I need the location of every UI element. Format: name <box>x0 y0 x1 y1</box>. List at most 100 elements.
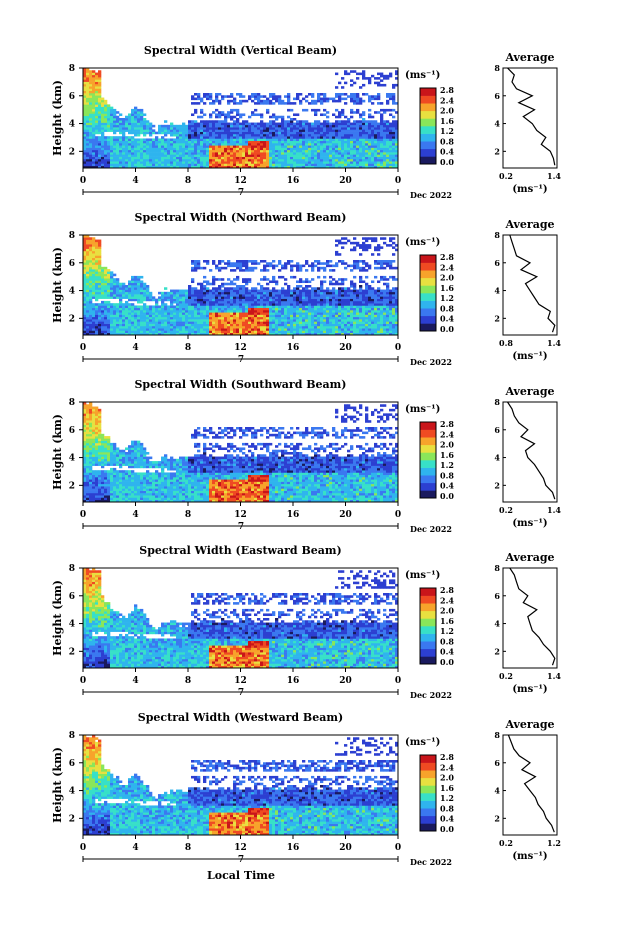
heatmap-cell <box>215 287 219 290</box>
heatmap-cell <box>221 305 225 309</box>
heatmap-cell <box>338 332 342 336</box>
heatmap-cell <box>266 294 270 297</box>
heatmap-cell <box>275 330 279 334</box>
heatmap-cell <box>173 300 177 304</box>
heatmap-cell <box>140 131 144 135</box>
heatmap-cell <box>362 145 366 148</box>
heatmap-cell <box>179 140 183 144</box>
heatmap-cell <box>182 332 186 336</box>
heatmap-cell <box>116 138 120 142</box>
heatmap-cell <box>185 312 189 315</box>
heatmap-cell <box>182 305 186 309</box>
heatmap-cell <box>95 255 99 259</box>
heatmap-cell <box>260 291 264 295</box>
heatmap-cell <box>326 122 330 126</box>
heatmap-cell <box>119 158 123 162</box>
heatmap-cell <box>308 321 312 324</box>
heatmap-cell <box>233 298 237 302</box>
heatmap-cell <box>215 321 219 324</box>
heatmap-cell <box>392 161 396 164</box>
heatmap-cell <box>332 328 336 331</box>
heatmap-cell <box>86 305 90 309</box>
heatmap-cell <box>215 99 219 103</box>
heatmap-cell <box>266 97 270 101</box>
heatmap-cell <box>170 300 174 304</box>
heatmap-cell <box>389 136 393 139</box>
heatmap-cell <box>101 278 105 281</box>
heatmap-cell <box>338 97 342 101</box>
heatmap-cell <box>101 163 105 167</box>
heatmap-cell <box>254 145 258 148</box>
heatmap-cell <box>167 321 171 324</box>
heatmap-cell <box>296 131 300 135</box>
heatmap-cell <box>83 113 87 117</box>
heatmap-cell <box>146 122 150 126</box>
heatmap-cell <box>338 111 342 114</box>
heatmap-cell <box>236 321 240 324</box>
heatmap-cell <box>188 147 192 151</box>
heatmap-cell <box>332 133 336 137</box>
heatmap-cell <box>380 120 384 123</box>
heatmap-cell <box>92 74 96 78</box>
heatmap-cell <box>392 154 396 157</box>
heatmap-cell <box>161 325 165 329</box>
heatmap-cell <box>146 165 150 169</box>
heatmap-cell <box>287 102 291 105</box>
heatmap-cell <box>260 143 264 146</box>
heatmap-cell <box>188 312 192 315</box>
heatmap-cell <box>353 127 357 130</box>
heatmap-cell <box>86 323 90 327</box>
heatmap-cell <box>269 131 273 135</box>
heatmap-cell <box>176 300 180 304</box>
colorbar-swatch <box>420 103 436 112</box>
heatmap-cell <box>266 296 270 299</box>
heatmap-cell <box>341 294 345 297</box>
heatmap-cell <box>344 122 348 126</box>
heatmap-cell <box>215 97 219 101</box>
heatmap-cell <box>344 314 348 318</box>
heatmap-cell <box>242 133 246 137</box>
heatmap-cell <box>269 156 273 160</box>
heatmap-cell <box>212 149 216 153</box>
heatmap-cell <box>83 323 87 327</box>
heatmap-cell <box>275 307 279 311</box>
heatmap-cell <box>83 269 87 272</box>
heatmap-cell <box>284 291 288 295</box>
heatmap-cell <box>386 147 390 151</box>
heatmap-cell <box>272 298 276 302</box>
heatmap-cell <box>221 165 225 169</box>
heatmap-cell <box>353 152 357 155</box>
heatmap-cell <box>293 305 297 309</box>
heatmap-cell <box>182 316 186 320</box>
heatmap-cell <box>314 149 318 153</box>
heatmap-cell <box>290 163 294 167</box>
heatmap-cell <box>101 294 105 297</box>
heatmap-cell <box>92 79 96 82</box>
heatmap-cell <box>92 305 96 309</box>
heatmap-cell <box>233 321 237 324</box>
heatmap-cell <box>86 287 90 290</box>
heatmap-cell <box>89 72 93 76</box>
heatmap-cell <box>86 145 90 148</box>
heatmap-cell <box>314 154 318 157</box>
heatmap-cell <box>230 282 234 286</box>
heatmap-cell <box>227 158 231 162</box>
heatmap-cell <box>353 70 357 73</box>
heatmap-cell <box>149 330 153 334</box>
heatmap-cell <box>245 307 249 311</box>
heatmap-cell <box>101 289 105 293</box>
heatmap-cell <box>242 140 246 144</box>
heatmap-cell <box>149 161 153 164</box>
heatmap-cell <box>278 133 282 137</box>
heatmap-cell <box>320 161 324 164</box>
heatmap-cell <box>341 246 345 249</box>
heatmap-cell <box>98 88 102 92</box>
heatmap-cell <box>92 248 96 252</box>
heatmap-cell <box>320 158 324 162</box>
heatmap-cell <box>155 305 159 309</box>
heatmap-cell <box>275 152 279 155</box>
heatmap-cell <box>203 312 207 315</box>
heatmap-cell <box>350 122 354 126</box>
heatmap-cell <box>269 99 273 103</box>
heatmap-cell <box>194 264 198 268</box>
